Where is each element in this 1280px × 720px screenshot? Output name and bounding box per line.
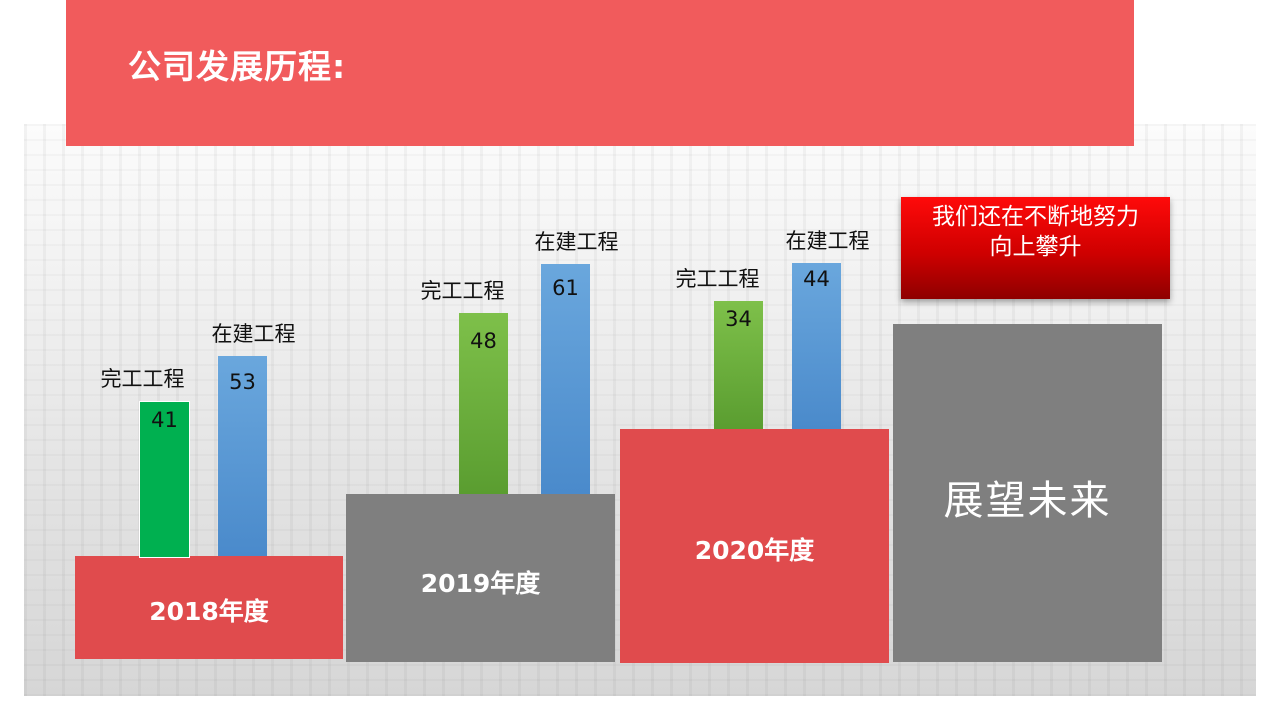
header-banner: 公司发展历程: xyxy=(66,0,1134,146)
future-block: 展望未来 xyxy=(893,324,1162,662)
bar-value-label: 44 xyxy=(803,267,830,292)
page-title: 公司发展历程: xyxy=(128,47,347,86)
completed-series-label: 完工工程 xyxy=(420,279,505,304)
bar-value-label: 61 xyxy=(552,276,579,301)
bar-value-label: 53 xyxy=(229,370,256,395)
in-progress-series-label: 在建工程 xyxy=(785,229,870,254)
year-block: 2018年度 xyxy=(75,556,343,659)
in-progress-series-label: 在建工程 xyxy=(534,230,619,255)
year-block: 2020年度 xyxy=(620,429,889,663)
completed-bar: 48 xyxy=(459,313,508,494)
callout-line-2: 向上攀升 xyxy=(989,234,1082,260)
year-label: 2018年度 xyxy=(149,597,269,626)
year-block: 2019年度 xyxy=(346,494,615,662)
completed-series-label: 完工工程 xyxy=(675,266,760,291)
callout-box: 我们还在不断地努力 向上攀升 xyxy=(901,197,1170,299)
callout-line-1: 我们还在不断地努力 xyxy=(932,204,1139,230)
bar-value-label: 41 xyxy=(151,408,178,433)
in-progress-bar: 61 xyxy=(541,264,590,494)
year-label: 2020年度 xyxy=(694,536,815,565)
bar-value-label: 48 xyxy=(470,329,497,354)
completed-bar: 41 xyxy=(139,401,190,558)
in-progress-bar: 44 xyxy=(792,263,841,429)
year-label: 2019年度 xyxy=(420,569,541,598)
completed-series-label: 完工工程 xyxy=(100,367,185,392)
in-progress-bar: 53 xyxy=(218,356,267,556)
future-label: 展望未来 xyxy=(943,478,1112,524)
in-progress-series-label: 在建工程 xyxy=(211,322,296,347)
completed-bar: 34 xyxy=(714,300,763,429)
bar-value-label: 34 xyxy=(725,306,752,331)
